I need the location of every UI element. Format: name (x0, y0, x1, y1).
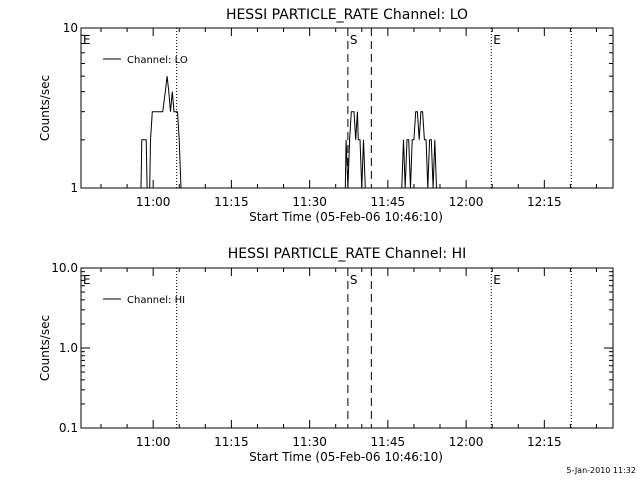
x-tick-label: 11:15 (214, 195, 249, 209)
marker-label-s: S (350, 33, 358, 47)
x-axis-label: Start Time (05-Feb-06 10:46:10) (249, 450, 443, 464)
series-line-lo (140, 76, 437, 189)
x-tick-label: 11:00 (136, 435, 171, 449)
marker-label-s: S (350, 273, 358, 287)
x-tick-label: 12:15 (527, 435, 562, 449)
chart-title: HESSI PARTICLE_RATE Channel: LO (226, 7, 468, 23)
x-tick-label: 11:45 (371, 195, 406, 209)
plot-frame (80, 27, 614, 189)
y-axis-label: Counts/sec (38, 315, 52, 381)
legend-label: Channel: LO (127, 55, 188, 66)
marker-label-e: E (493, 273, 501, 287)
legend-label: Channel: HI (127, 295, 185, 306)
panel-lo: HESSI PARTICLE_RATE Channel: LO Counts/se… (38, 7, 614, 224)
x-tick-label: 11:45 (371, 435, 406, 449)
marker-label-e: E (83, 33, 91, 47)
y-tick-label: 1.0 (59, 341, 78, 355)
y-axis-label: Counts/sec (38, 75, 52, 141)
y-tick-label: 1 (70, 181, 78, 195)
x-tick-label: 12:00 (449, 195, 484, 209)
x-axis-label: Start Time (05-Feb-06 10:46:10) (249, 210, 443, 224)
x-tick-label: 11:15 (214, 435, 249, 449)
marker-label-e: E (493, 33, 501, 47)
y-tick-label: 10.0 (51, 261, 78, 275)
x-tick-label: 11:30 (292, 435, 327, 449)
x-tick-label: 12:00 (449, 435, 484, 449)
x-tick-label: 11:00 (136, 195, 171, 209)
timestamp-footer: 5-Jan-2010 11:32 (566, 466, 636, 475)
x-tick-label: 12:15 (527, 195, 562, 209)
y-tick-label: 10 (63, 21, 78, 35)
marker-label-e: E (83, 273, 91, 287)
x-tick-label: 11:30 (292, 195, 327, 209)
panel-hi: HESSI PARTICLE_RATE Channel: HI Counts/se… (38, 246, 614, 464)
plot-frame (80, 267, 614, 429)
chart-title: HESSI PARTICLE_RATE Channel: HI (228, 246, 466, 262)
y-tick-label: 0.1 (59, 421, 78, 435)
